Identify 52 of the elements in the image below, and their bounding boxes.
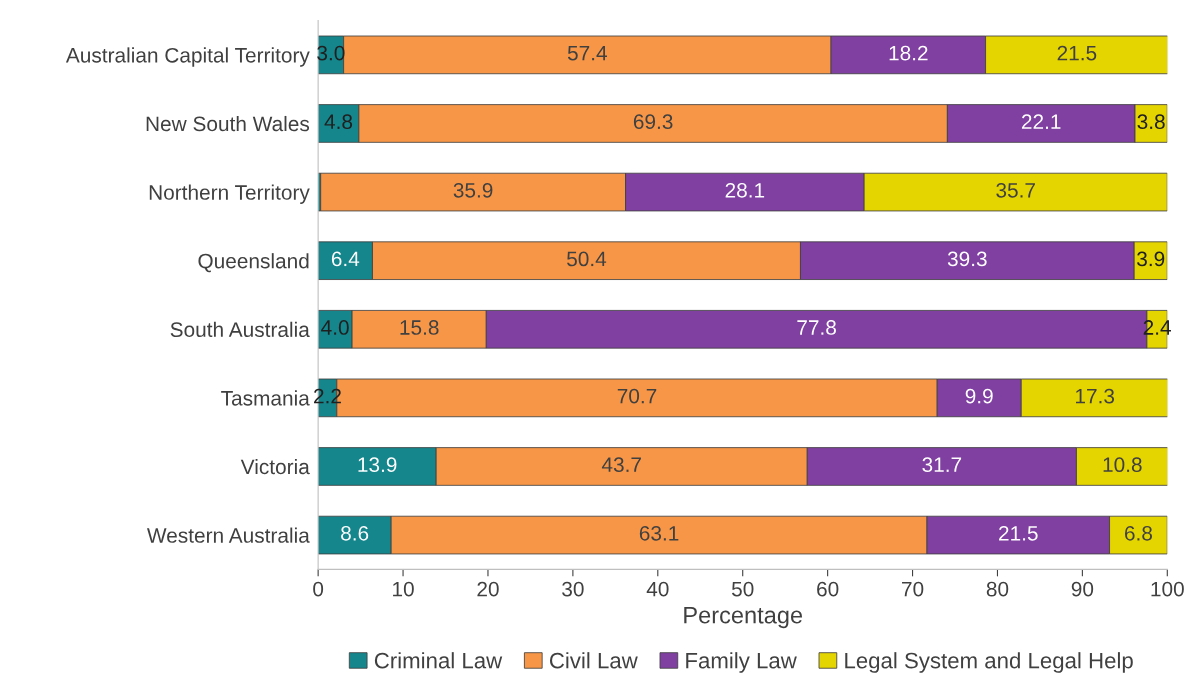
y-tick-label: Western Australia: [147, 527, 310, 543]
legend-label: Civil Law: [549, 652, 638, 669]
y-tick-label: New South Wales: [146, 115, 310, 132]
data-label: 50.4: [567, 251, 607, 267]
data-label: 21.5: [999, 525, 1038, 541]
y-tick-label: Victoria: [240, 458, 310, 475]
data-label: 35.7: [996, 182, 1035, 198]
x-tick-label: 90: [1071, 581, 1094, 597]
y-tick-label: South Australia: [170, 321, 310, 338]
data-label: 70.7: [617, 388, 657, 404]
data-label: 28.1: [725, 182, 765, 198]
legend-label: Criminal Law: [374, 652, 503, 669]
data-label: 18.2: [889, 45, 928, 61]
data-label: 21.5: [1057, 45, 1097, 61]
data-label: 17.3: [1076, 388, 1115, 404]
data-label: 13.9: [358, 457, 397, 473]
legend-label: Legal System and Legal Help: [845, 652, 1133, 673]
data-label: 57.4: [567, 45, 607, 61]
y-tick-label: Queensland: [198, 253, 309, 273]
data-label: 39.3: [947, 251, 987, 267]
data-label: 22.1: [1021, 114, 1061, 129]
data-label: 43.7: [601, 457, 641, 473]
x-tick-label: 30: [562, 581, 584, 597]
x-tick-label: 10: [393, 581, 414, 597]
y-tick-label: Tasmania: [221, 390, 310, 406]
y-tick-label: Australian Capital Territory: [65, 47, 310, 67]
x-tick-label: 80: [986, 581, 1009, 597]
data-label: 63.1: [639, 525, 679, 541]
data-label: 9.9: [965, 388, 993, 404]
legend-label: Family Law: [686, 652, 797, 673]
x-tick-label: 50: [731, 581, 754, 597]
data-label: 3.9: [1137, 251, 1165, 267]
data-label: 69.3: [633, 114, 673, 130]
data-label: 77.8: [797, 320, 836, 335]
data-label: 6.4: [331, 251, 360, 267]
data-label: 4.8: [324, 114, 353, 130]
x-tick-label: 40: [646, 581, 669, 597]
data-label: 31.7: [922, 457, 962, 473]
data-label: 4.0: [321, 320, 349, 335]
x-tick-label: 100: [1151, 581, 1184, 597]
data-label: 8.6: [341, 525, 369, 541]
data-label: 6.8: [1125, 525, 1152, 541]
data-label: 3.8: [1137, 114, 1165, 130]
x-axis-title: Percentage: [684, 607, 803, 629]
x-tick-label: 0: [313, 581, 324, 597]
x-tick-label: 60: [817, 581, 839, 597]
data-label: 15.8: [400, 320, 439, 335]
x-tick-label: 20: [477, 581, 499, 597]
y-tick-label: Northern Territory: [149, 184, 310, 204]
data-label: 10.8: [1103, 457, 1142, 473]
data-label: 35.9: [453, 182, 493, 198]
x-tick-label: 70: [902, 581, 924, 597]
